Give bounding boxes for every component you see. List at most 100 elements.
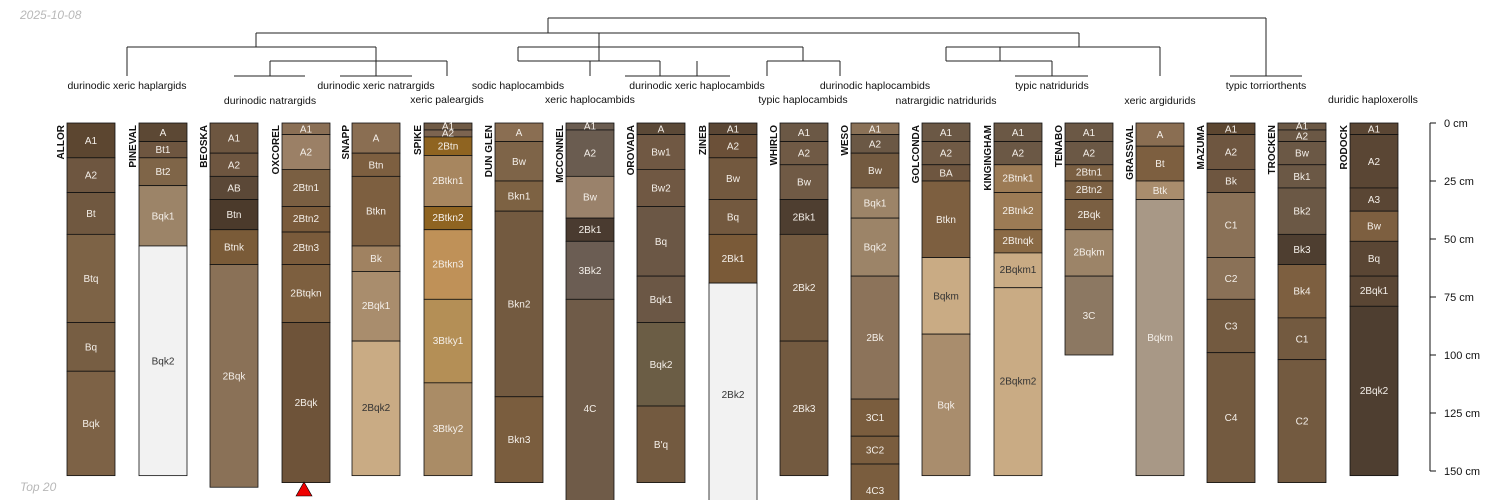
horizon xyxy=(1349,134,1399,189)
horizon xyxy=(494,141,544,182)
profile-name: DUN GLEN xyxy=(484,125,495,177)
profile-snapp: A Btn Btkn Bk 2Bqk1 2Bqk2 SNAPP xyxy=(341,122,401,477)
horizon xyxy=(708,282,758,500)
horizon-label: Bw xyxy=(797,178,812,189)
horizon xyxy=(850,463,900,500)
horizon-label: Btkn xyxy=(936,215,956,226)
horizon-label: 2Bqk2 xyxy=(1360,386,1389,397)
horizon xyxy=(1206,192,1256,258)
horizon xyxy=(281,206,331,233)
horizon-label: Btkn xyxy=(366,207,386,218)
profile-name: WESO xyxy=(840,125,851,156)
profile-name: BEOSKA xyxy=(199,125,210,168)
horizon-label: 2Btn2 xyxy=(293,214,320,225)
horizon-label: AB xyxy=(227,183,241,194)
horizon-label: A1 xyxy=(1083,128,1096,139)
horizon-label: 2Bqk xyxy=(223,371,247,382)
horizon xyxy=(1349,305,1399,477)
horizon-label: C3 xyxy=(1225,322,1238,333)
horizon-label: A2 xyxy=(584,149,597,160)
profile-name: RODOCK xyxy=(1339,124,1350,169)
horizon-label: Bq xyxy=(727,212,739,223)
horizon xyxy=(209,199,259,231)
horizon-label: A1 xyxy=(85,136,98,147)
horizon xyxy=(1277,317,1327,361)
horizon-label: Bw2 xyxy=(651,183,671,194)
horizon xyxy=(423,155,473,207)
classification-label: durinodic xeric natrargids xyxy=(317,80,434,92)
horizon-label: A xyxy=(1157,130,1164,141)
horizon-label: A2 xyxy=(1225,148,1238,159)
horizon-label: 2Bk1 xyxy=(793,212,816,223)
profile-name: SPIKE xyxy=(413,125,424,155)
classification-label: natrargidic natridurids xyxy=(896,95,997,107)
classification-label: durinodic xeric haplocambids xyxy=(629,80,764,92)
classification-label: durinodic haplocambids xyxy=(820,80,930,92)
horizon-label: Bw1 xyxy=(651,148,671,159)
profile-beoska: A1 A2 AB Btn Btnk 2Bqk BEOSKA xyxy=(199,122,259,488)
horizon-label: A2 xyxy=(1012,149,1025,160)
horizon-label: Bq xyxy=(85,342,97,353)
profile-name: OROVADA xyxy=(626,125,637,175)
horizon-label: Bkn3 xyxy=(508,435,531,446)
profile-marker-icon xyxy=(295,481,313,497)
horizon-label: 2Bqk2 xyxy=(362,403,391,414)
horizon-label: A1 xyxy=(1225,124,1238,135)
horizon-label: Bk xyxy=(370,254,383,265)
horizon xyxy=(66,322,116,372)
horizon-label: A2 xyxy=(727,142,740,153)
horizon-label: Btn xyxy=(226,210,241,221)
horizon xyxy=(1349,210,1399,242)
horizon-label: A xyxy=(160,128,167,139)
horizon-label: Bqk xyxy=(82,419,100,430)
horizon-label: C1 xyxy=(1225,221,1238,232)
profile-weso: A1 A2 Bw Bqk1 Bqk2 2Bk 3C1 3C2 4C3 WESO xyxy=(840,122,900,500)
horizon-label: A2 xyxy=(85,171,98,182)
horizon xyxy=(209,264,259,488)
horizon xyxy=(850,217,900,277)
horizon xyxy=(1064,275,1114,356)
horizon-label: C2 xyxy=(1225,274,1238,285)
horizon xyxy=(636,168,686,207)
horizon-label: 2Bk2 xyxy=(793,283,816,294)
horizon xyxy=(66,233,116,323)
horizon xyxy=(565,175,615,219)
profile-name: ZINEB xyxy=(698,125,709,155)
horizon-label: Bqk2 xyxy=(152,356,175,367)
horizon-label: 2Btn2 xyxy=(1076,185,1103,196)
horizon xyxy=(1206,352,1256,483)
horizon xyxy=(921,180,971,258)
horizon xyxy=(494,396,544,484)
horizon-label: A3 xyxy=(1368,195,1381,206)
profile-whirlo: A1 A2 Bw 2Bk1 2Bk2 2Bk3 WHIRLO xyxy=(769,122,829,477)
classification-label: durinodic natrargids xyxy=(224,95,316,107)
horizon-label: 2Bqkm1 xyxy=(1000,265,1037,276)
profile-name: PINEVAL xyxy=(128,125,139,168)
horizon-label: A2 xyxy=(1083,149,1096,160)
horizon-label: Btnk xyxy=(224,243,245,254)
horizon-label: Bkn1 xyxy=(508,192,531,203)
horizon xyxy=(351,245,401,272)
classification-label: sodic haplocambids xyxy=(472,80,564,92)
horizon xyxy=(281,322,331,483)
horizon xyxy=(779,199,829,235)
horizon-label: Btq xyxy=(83,274,98,285)
classification-label: typic natridurids xyxy=(1015,80,1089,92)
classification-label: durinodic xeric haplargids xyxy=(67,80,186,92)
horizon-label: 2Bqkm2 xyxy=(1000,376,1037,387)
horizon-label: Bw xyxy=(1367,222,1382,233)
profile-name: GOLCONDA xyxy=(911,125,922,183)
depth-axis: 0 cm 25 cm 50 cm 75 cm 100 cm 125 cm 150 cm xyxy=(1429,118,1480,478)
horizon xyxy=(708,157,758,200)
horizon-label: 2Btkn2 xyxy=(432,213,464,224)
horizon xyxy=(779,340,829,477)
horizon xyxy=(1277,359,1327,484)
horizon-label: 2Bqk1 xyxy=(1360,286,1389,297)
horizon xyxy=(281,231,331,265)
horizon xyxy=(1064,229,1114,277)
profile-name: KINGINGHAM xyxy=(983,125,994,191)
horizon xyxy=(636,275,686,323)
profile-name: ALLOR xyxy=(56,124,67,159)
horizon-label: 2Btkn3 xyxy=(432,259,464,270)
profile-name: OXCOREL xyxy=(271,125,282,174)
